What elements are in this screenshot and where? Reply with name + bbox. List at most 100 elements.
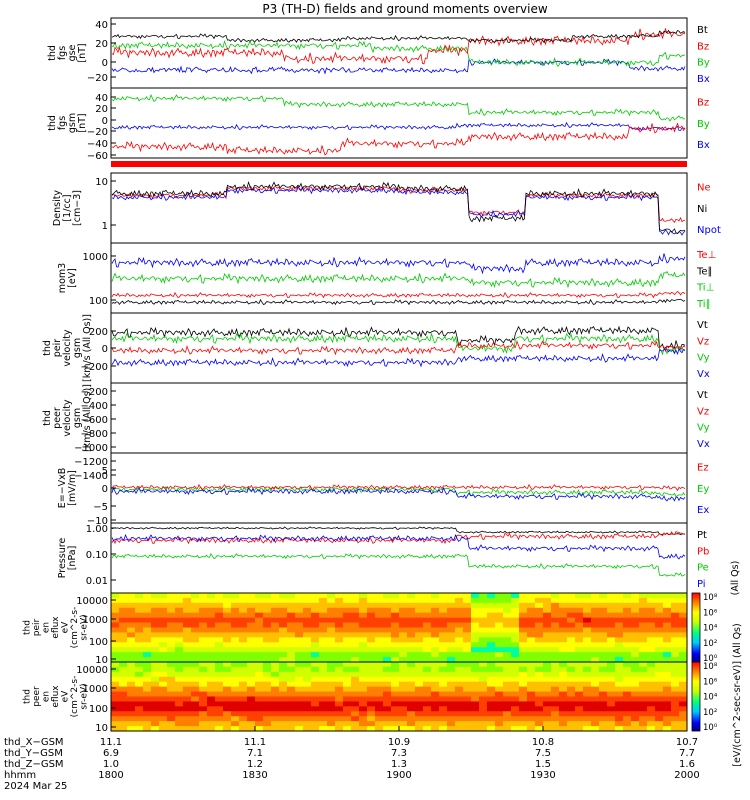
spectrogram-cell [359, 617, 368, 624]
spectrogram-cell [295, 612, 304, 619]
spectrogram-cell [119, 593, 128, 599]
spectrogram-cell [399, 686, 408, 693]
spectrogram-cell [439, 691, 448, 697]
spectrogram-cell [463, 607, 472, 614]
spectrogram-cell [407, 721, 416, 727]
spectrogram-cell [471, 666, 480, 673]
spectrogram-cell [463, 612, 472, 619]
spectrogram-cell [287, 612, 296, 619]
spectrogram-cell [111, 607, 120, 614]
spectrogram-cell [567, 716, 576, 722]
spectrogram-cell [535, 716, 544, 722]
spectrogram-cell [207, 686, 216, 693]
x-tick-label: 1.5 [535, 759, 551, 770]
spectrogram-cell [535, 721, 544, 727]
spectrogram-cell [639, 597, 648, 604]
spectrogram-cell [431, 721, 440, 727]
spectrogram-cell [599, 647, 608, 653]
spectrogram-cell [511, 716, 520, 722]
y-axis-label: [nT] [77, 43, 88, 62]
spectrogram-cell [295, 637, 304, 643]
spectrogram-cell [503, 676, 512, 683]
spectrogram-cell [591, 701, 600, 707]
spectrogram-cell [575, 676, 584, 683]
spectrogram-cell [207, 593, 216, 599]
spectrogram-cell [279, 726, 288, 732]
spectrogram-cell [567, 632, 576, 638]
spectrogram-cell [631, 681, 640, 688]
spectrogram-cell [319, 706, 328, 712]
spectrogram-cell [503, 593, 512, 599]
spectrogram-cell [495, 701, 504, 707]
spectrogram-cell [223, 657, 232, 663]
spectrogram-cell [303, 721, 312, 727]
spectrogram-cell [343, 597, 352, 604]
spectrogram-cell [559, 622, 568, 628]
spectrogram-cell [303, 696, 312, 702]
spectrogram-cell [599, 726, 608, 732]
spectrogram-cell [575, 662, 584, 668]
spectrogram-cell [199, 627, 208, 633]
spectrogram-cell [287, 726, 296, 732]
legend-entry: Vz [697, 336, 709, 347]
spectrogram-cell [383, 637, 392, 643]
spectrogram-cell [463, 662, 472, 668]
spectrogram-cell [111, 632, 120, 638]
spectrogram-cell [199, 622, 208, 628]
spectrogram-cell [623, 657, 632, 663]
spectrogram-cell [223, 642, 232, 648]
spectrogram-cell [647, 617, 656, 624]
x-tick-label: 10.9 [388, 737, 410, 748]
spectrogram-cell [479, 721, 488, 727]
spectrogram-cell [647, 607, 656, 614]
spectrogram-cell [319, 652, 328, 658]
spectrogram-cell [231, 726, 240, 732]
spectrogram-cell [591, 691, 600, 697]
spectrogram-cell [647, 726, 656, 732]
spectrogram-cell [439, 681, 448, 688]
spectrogram-cell [663, 627, 672, 633]
spectrogram-cell [671, 706, 680, 712]
spectrogram-cell [319, 662, 328, 668]
spectrogram-cell [519, 686, 528, 693]
spectrogram-cell [423, 652, 432, 658]
spectrogram-cell [615, 681, 624, 688]
spectrogram-cell [167, 726, 176, 732]
spectrogram-cell [231, 671, 240, 678]
spectrogram-cell [343, 671, 352, 678]
spectrogram-cell [311, 612, 320, 619]
spectrogram-cell [151, 726, 160, 732]
spectrogram-cell [175, 671, 184, 678]
spectrogram-cell [543, 652, 552, 658]
spectrogram-cell [615, 716, 624, 722]
spectrogram-cell [615, 597, 624, 604]
trace-red [111, 483, 686, 492]
spectrogram-cell [135, 637, 144, 643]
spectrogram-cell [495, 716, 504, 722]
spectrogram-cell [495, 652, 504, 658]
spectrogram-cell [423, 597, 432, 604]
spectrogram-cell [591, 593, 600, 599]
spectrogram-cell [631, 612, 640, 619]
spectrogram-cell [167, 681, 176, 688]
colorbar [691, 661, 701, 732]
spectrogram-cell [399, 691, 408, 697]
spectrogram-cell [431, 662, 440, 668]
spectrogram-cell [175, 607, 184, 614]
y-axis-label: peer [32, 686, 42, 707]
spectrogram-cell [567, 622, 576, 628]
spectrogram-cell [359, 711, 368, 717]
spectrogram-cell [623, 662, 632, 668]
spectrogram-cell [191, 671, 200, 678]
spectrogram-cell [391, 671, 400, 678]
spectrogram-cell [151, 632, 160, 638]
spectrogram-cell [599, 637, 608, 643]
spectrogram-cell [255, 642, 264, 648]
spectrogram-cell [319, 711, 328, 717]
spectrogram-cell [551, 716, 560, 722]
spectrogram-cell [559, 706, 568, 712]
spectrogram-cell [591, 726, 600, 732]
y-tick-label: 10 [95, 723, 108, 734]
spectrogram-cell [415, 617, 424, 624]
y-tick-label: 20 [95, 104, 108, 115]
